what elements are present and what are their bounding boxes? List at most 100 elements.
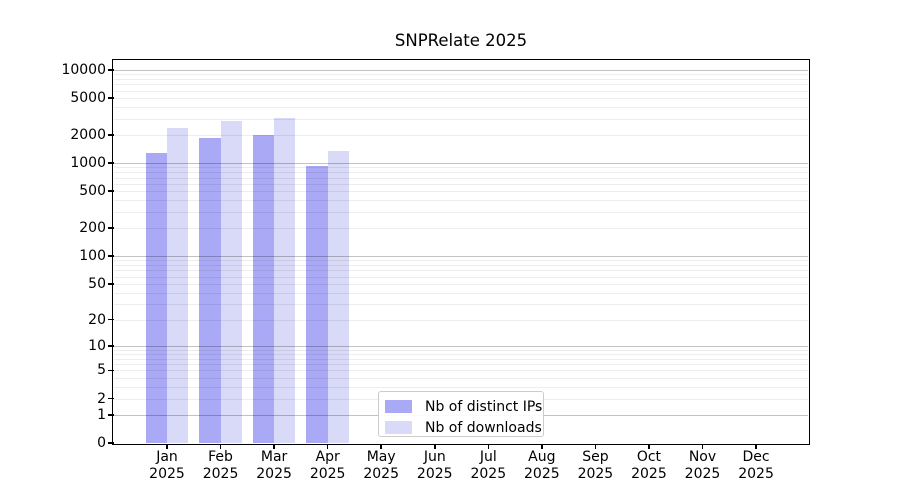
x-tick bbox=[166, 444, 168, 449]
y-tick bbox=[108, 255, 114, 257]
gridline bbox=[114, 98, 808, 100]
y-tick-label: 200 bbox=[79, 220, 106, 237]
gridline bbox=[114, 364, 808, 366]
gridline bbox=[114, 319, 808, 321]
gridline bbox=[114, 386, 808, 388]
y-tick bbox=[108, 318, 114, 321]
bar-downloads-mar bbox=[274, 118, 296, 443]
y-tick bbox=[108, 414, 114, 416]
gridline bbox=[114, 183, 808, 185]
y-tick-label: 5 bbox=[97, 362, 106, 379]
gridline bbox=[114, 354, 808, 356]
y-tick bbox=[108, 134, 114, 136]
gridline bbox=[114, 270, 808, 272]
x-tick-label: Nov 2025 bbox=[684, 449, 721, 482]
gridline bbox=[114, 191, 808, 193]
gridline bbox=[114, 74, 808, 76]
gridline bbox=[114, 283, 808, 285]
y-tick-label: 5000 bbox=[70, 90, 106, 107]
y-tick-label: 0 bbox=[97, 435, 106, 451]
y-tick-label: 1000 bbox=[70, 155, 106, 172]
legend: Nb of distinct IPs Nb of downloads bbox=[378, 391, 544, 437]
gridline bbox=[114, 200, 808, 202]
legend-label-downloads: Nb of downloads bbox=[425, 419, 542, 436]
legend-swatch-downloads bbox=[385, 421, 412, 434]
x-tick bbox=[541, 444, 543, 449]
x-tick-label: Oct 2025 bbox=[631, 449, 667, 482]
x-tick bbox=[326, 444, 329, 449]
gridline bbox=[114, 79, 808, 81]
y-tick bbox=[108, 369, 114, 372]
gridline bbox=[114, 265, 808, 267]
gridline bbox=[114, 260, 808, 262]
gridline bbox=[114, 107, 808, 109]
x-tick bbox=[648, 444, 650, 449]
gridline bbox=[114, 370, 808, 372]
x-tick bbox=[755, 444, 757, 449]
bar-distinct_ips-apr bbox=[306, 166, 328, 443]
x-tick bbox=[594, 444, 597, 449]
y-tick-label: 100 bbox=[79, 248, 106, 265]
x-tick-label: Feb 2025 bbox=[202, 449, 239, 482]
gridline bbox=[114, 84, 808, 86]
x-tick-label: Mar 2025 bbox=[256, 449, 292, 482]
y-tick-label: 1 bbox=[97, 406, 106, 423]
gridline bbox=[114, 177, 808, 179]
gridline bbox=[114, 303, 808, 305]
x-tick bbox=[701, 444, 704, 449]
y-tick bbox=[108, 397, 114, 400]
plot-frame bbox=[112, 59, 810, 445]
gridline bbox=[114, 163, 808, 165]
gridline bbox=[114, 118, 808, 120]
x-tick-label: Aug 2025 bbox=[524, 449, 560, 482]
y-tick-label: 10 bbox=[88, 337, 106, 354]
gridline bbox=[114, 345, 808, 347]
x-tick bbox=[487, 444, 490, 449]
gridline bbox=[114, 276, 808, 278]
gridline bbox=[114, 211, 808, 213]
y-tick bbox=[108, 97, 114, 99]
bar-distinct_ips-jan bbox=[145, 152, 167, 443]
y-tick bbox=[108, 282, 114, 285]
x-tick-label: Jan 2025 bbox=[149, 449, 185, 482]
bar-distinct_ips-mar bbox=[252, 135, 275, 443]
x-tick-label: May 2025 bbox=[363, 449, 399, 482]
y-tick bbox=[108, 190, 114, 193]
legend-item-distinct-ips: Nb of distinct IPs bbox=[385, 397, 542, 416]
gridline bbox=[114, 349, 808, 351]
x-tick-label: Apr 2025 bbox=[309, 449, 346, 482]
gridline bbox=[114, 358, 808, 360]
y-tick-label: 2000 bbox=[70, 127, 106, 144]
x-tick-label: Jun 2025 bbox=[416, 449, 453, 482]
x-tick-label: Jul 2025 bbox=[470, 449, 507, 482]
gridline bbox=[114, 228, 808, 230]
y-tick bbox=[108, 69, 114, 71]
y-tick-label: 10000 bbox=[61, 61, 106, 78]
x-tick-label: Dec 2025 bbox=[738, 449, 774, 482]
bar-distinct_ips-feb bbox=[199, 137, 221, 443]
y-tick bbox=[108, 162, 114, 164]
gridline bbox=[114, 69, 808, 71]
bar-downloads-apr bbox=[327, 151, 350, 443]
gridline bbox=[114, 172, 808, 174]
gridline bbox=[114, 90, 808, 92]
bar-downloads-feb bbox=[220, 120, 242, 443]
gridline bbox=[114, 256, 808, 258]
y-tick-label: 500 bbox=[79, 183, 106, 200]
x-tick-label: Sep 2025 bbox=[577, 449, 614, 482]
x-tick bbox=[219, 444, 222, 449]
y-tick bbox=[108, 442, 114, 444]
gridline bbox=[114, 377, 808, 379]
y-tick bbox=[108, 345, 114, 347]
legend-label-distinct-ips: Nb of distinct IPs bbox=[425, 398, 543, 415]
legend-item-downloads: Nb of downloads bbox=[385, 418, 542, 437]
x-tick bbox=[433, 444, 436, 449]
gridline bbox=[114, 135, 808, 137]
bar-downloads-jan bbox=[167, 127, 189, 443]
y-tick-label: 2 bbox=[97, 390, 106, 407]
gridline bbox=[114, 167, 808, 169]
gridline bbox=[114, 292, 808, 294]
x-tick bbox=[273, 444, 275, 449]
y-tick-label: 50 bbox=[88, 275, 106, 292]
